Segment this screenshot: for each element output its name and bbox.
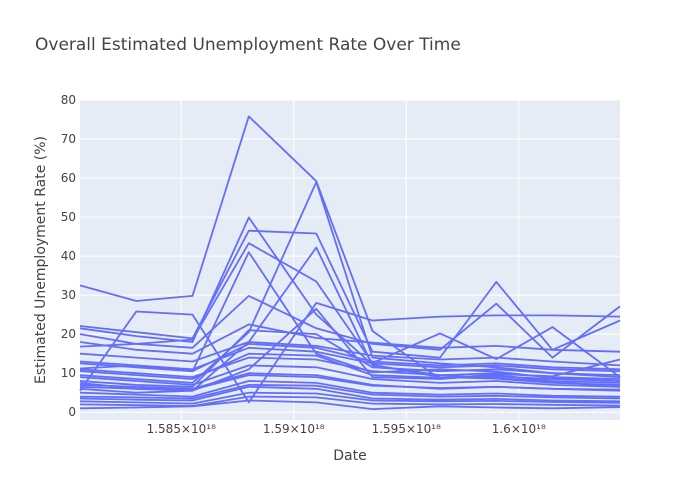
x-tick-label: 1.595×10¹⁸	[372, 422, 441, 436]
y-tick-label: 10	[61, 366, 76, 380]
y-tick-label: 40	[61, 249, 76, 263]
series-line-25	[79, 374, 621, 391]
series-line-9	[79, 294, 621, 359]
series-lines	[79, 115, 621, 411]
series-line-10	[79, 323, 621, 355]
series-line-26	[79, 391, 621, 405]
series-line-4	[79, 242, 621, 378]
y-tick-label: 70	[61, 132, 76, 146]
chart-title: Overall Estimated Unemployment Rate Over…	[35, 35, 461, 55]
series-line-21	[79, 329, 621, 388]
series-line-23	[79, 383, 621, 400]
series-line-24	[79, 342, 621, 373]
series-line-22	[79, 352, 621, 382]
y-tick-label: 50	[61, 210, 76, 224]
y-tick-label: 0	[68, 405, 76, 419]
y-tick-label: 20	[61, 327, 76, 341]
x-tick-label: 1.585×10¹⁸	[147, 422, 216, 436]
x-axis-title: Date	[333, 448, 366, 464]
y-tick-label: 30	[61, 288, 76, 302]
y-tick-label: 60	[61, 171, 76, 185]
y-tick-label: 80	[61, 93, 76, 107]
x-tick-label: 1.59×10¹⁸	[263, 422, 325, 436]
series-line-6	[79, 181, 621, 384]
x-tick-label: 1.6×10¹⁸	[492, 422, 546, 436]
series-line-12	[79, 346, 621, 373]
series-line-17	[79, 385, 621, 403]
series-line-18	[79, 395, 621, 407]
y-axis-title: Estimated Unemployment Rate (%)	[33, 136, 49, 384]
series-line-8	[79, 301, 621, 404]
series-line-16	[79, 380, 621, 398]
series-line-14	[79, 364, 621, 388]
y-axis-ticks: 0 10 20 30 40 50 60 70 80	[61, 93, 76, 419]
series-line-19	[79, 399, 621, 411]
x-axis-ticks: 1.585×10¹⁸ 1.59×10¹⁸ 1.595×10¹⁸ 1.6×10¹⁸	[147, 422, 546, 436]
